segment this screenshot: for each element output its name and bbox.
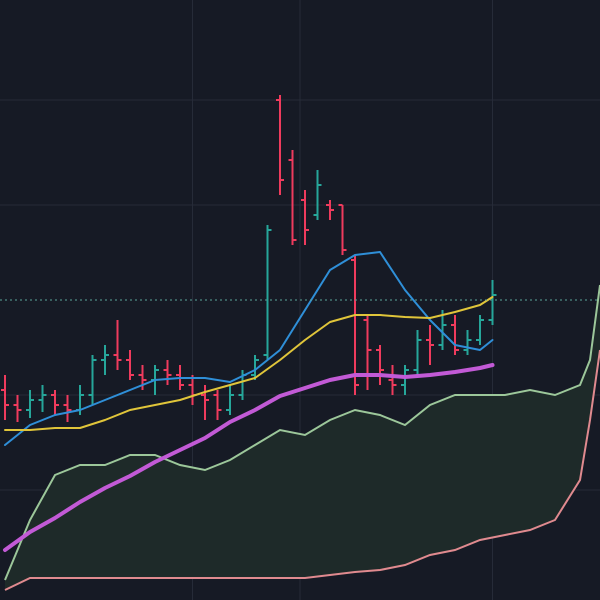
cloud-fill xyxy=(5,285,600,590)
cloud-upper xyxy=(4,284,600,581)
moving-average xyxy=(3,363,495,552)
cloud-lower xyxy=(4,349,600,591)
moving-average xyxy=(4,296,494,431)
moving-average xyxy=(4,251,494,446)
